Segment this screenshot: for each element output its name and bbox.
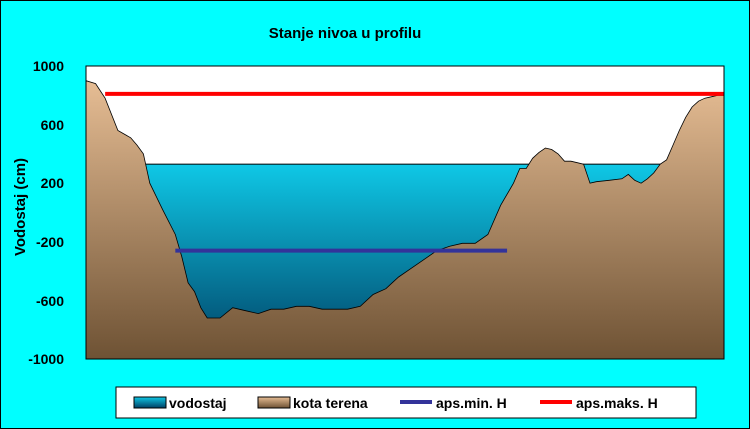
area-layer (85, 80, 725, 360)
y-tick-label: -200 (36, 234, 64, 250)
legend-label-aps-max: aps.maks. H (576, 395, 658, 411)
y-tick-label: 600 (41, 117, 65, 133)
y-tick-label: -1000 (28, 351, 64, 367)
legend-box (115, 386, 697, 419)
y-tick-label: 1000 (33, 58, 64, 74)
y-axis: 1000 600 200 -200 -600 -1000 (28, 58, 64, 367)
y-axis-label: Vodostaj (cm) (12, 158, 29, 256)
y-tick-label: 200 (41, 175, 65, 191)
legend-swatch-vodostaj (133, 396, 167, 409)
chart-title: Stanje nivoa u profilu (269, 25, 422, 42)
legend-swatch-kota-terena (257, 396, 291, 409)
legend-label-aps-min: aps.min. H (436, 395, 507, 411)
legend-label-kota-terena: kota terena (293, 395, 368, 411)
plot-border (85, 65, 725, 360)
series-kota-terena-area (85, 80, 725, 360)
legend-label-vodostaj: vodostaj (169, 395, 227, 411)
y-tick-label: -600 (36, 293, 64, 309)
line-layer (105, 91, 724, 253)
legend: vodostaj kota terena aps.min. H aps.maks… (115, 386, 697, 419)
